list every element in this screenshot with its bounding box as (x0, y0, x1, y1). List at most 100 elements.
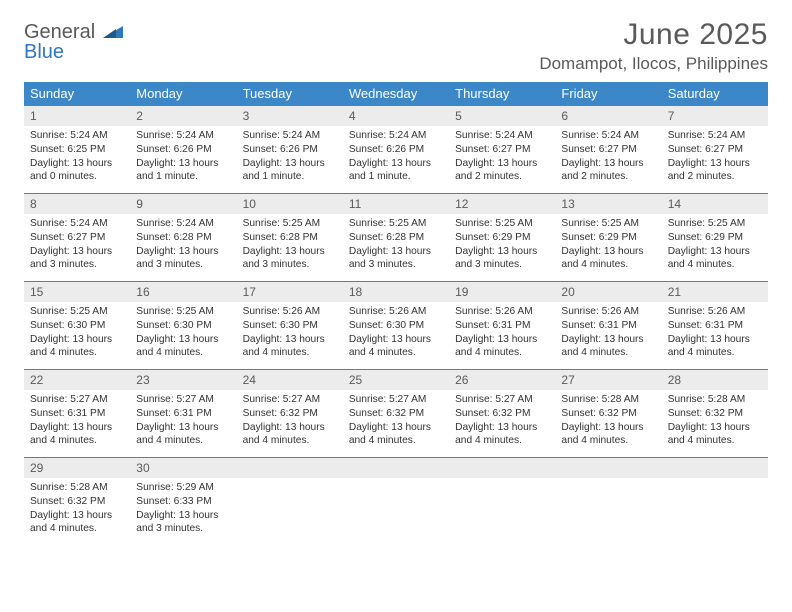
sunset-line: Sunset: 6:32 PM (561, 407, 655, 421)
day-number: 2 (130, 106, 236, 126)
day-details: Sunrise: 5:28 AMSunset: 6:32 PMDaylight:… (555, 390, 661, 456)
daylight-line: Daylight: 13 hours and 4 minutes. (243, 421, 337, 449)
daylight-line: Daylight: 13 hours and 2 minutes. (668, 157, 762, 185)
daylight-line: Daylight: 13 hours and 1 minute. (136, 157, 230, 185)
daylight-line: Daylight: 13 hours and 4 minutes. (349, 333, 443, 361)
sunset-line: Sunset: 6:27 PM (561, 143, 655, 157)
sunrise-line: Sunrise: 5:24 AM (349, 129, 443, 143)
daylight-line: Daylight: 13 hours and 4 minutes. (668, 333, 762, 361)
day-details: Sunrise: 5:26 AMSunset: 6:30 PMDaylight:… (343, 302, 449, 368)
day-cell: 20Sunrise: 5:26 AMSunset: 6:31 PMDayligh… (555, 282, 661, 370)
daylight-line: Daylight: 13 hours and 4 minutes. (243, 333, 337, 361)
sunrise-line: Sunrise: 5:24 AM (455, 129, 549, 143)
day-number: 14 (662, 194, 768, 214)
sunrise-line: Sunrise: 5:27 AM (30, 393, 124, 407)
sunrise-line: Sunrise: 5:28 AM (561, 393, 655, 407)
daylight-line: Daylight: 13 hours and 4 minutes. (668, 245, 762, 273)
day-number: 20 (555, 282, 661, 302)
day-number (343, 458, 449, 478)
weekday-header: Saturday (662, 82, 768, 106)
day-cell: 15Sunrise: 5:25 AMSunset: 6:30 PMDayligh… (24, 282, 130, 370)
sunset-line: Sunset: 6:32 PM (455, 407, 549, 421)
day-cell: 30Sunrise: 5:29 AMSunset: 6:33 PMDayligh… (130, 458, 236, 546)
day-cell: 27Sunrise: 5:28 AMSunset: 6:32 PMDayligh… (555, 370, 661, 458)
daylight-line: Daylight: 13 hours and 3 minutes. (136, 509, 230, 537)
day-number: 29 (24, 458, 130, 478)
brand-logo: General Blue (24, 22, 123, 62)
day-number (449, 458, 555, 478)
day-details: Sunrise: 5:24 AMSunset: 6:27 PMDaylight:… (662, 126, 768, 192)
title-block: June 2025 Domampot, Ilocos, Philippines (539, 18, 768, 74)
day-number: 7 (662, 106, 768, 126)
day-cell: 22Sunrise: 5:27 AMSunset: 6:31 PMDayligh… (24, 370, 130, 458)
day-number: 30 (130, 458, 236, 478)
day-number: 17 (237, 282, 343, 302)
sunrise-line: Sunrise: 5:24 AM (136, 129, 230, 143)
day-details: Sunrise: 5:26 AMSunset: 6:31 PMDaylight:… (555, 302, 661, 368)
day-number: 3 (237, 106, 343, 126)
day-number: 27 (555, 370, 661, 390)
sunset-line: Sunset: 6:33 PM (136, 495, 230, 509)
sunset-line: Sunset: 6:28 PM (136, 231, 230, 245)
day-number: 12 (449, 194, 555, 214)
sunrise-line: Sunrise: 5:27 AM (243, 393, 337, 407)
brand-top: General (24, 21, 95, 43)
day-number: 24 (237, 370, 343, 390)
day-number: 19 (449, 282, 555, 302)
sunset-line: Sunset: 6:29 PM (561, 231, 655, 245)
week-row: 8Sunrise: 5:24 AMSunset: 6:27 PMDaylight… (24, 194, 768, 282)
day-number: 18 (343, 282, 449, 302)
sunset-line: Sunset: 6:26 PM (136, 143, 230, 157)
sunrise-line: Sunrise: 5:25 AM (30, 305, 124, 319)
day-number: 23 (130, 370, 236, 390)
sunrise-line: Sunrise: 5:28 AM (30, 481, 124, 495)
day-cell: 11Sunrise: 5:25 AMSunset: 6:28 PMDayligh… (343, 194, 449, 282)
day-cell: 4Sunrise: 5:24 AMSunset: 6:26 PMDaylight… (343, 106, 449, 194)
sunrise-line: Sunrise: 5:29 AM (136, 481, 230, 495)
day-details: Sunrise: 5:24 AMSunset: 6:26 PMDaylight:… (130, 126, 236, 192)
day-cell: 9Sunrise: 5:24 AMSunset: 6:28 PMDaylight… (130, 194, 236, 282)
day-number (662, 458, 768, 478)
sunset-line: Sunset: 6:31 PM (668, 319, 762, 333)
day-details: Sunrise: 5:25 AMSunset: 6:30 PMDaylight:… (24, 302, 130, 368)
day-details: Sunrise: 5:24 AMSunset: 6:25 PMDaylight:… (24, 126, 130, 192)
day-details: Sunrise: 5:27 AMSunset: 6:31 PMDaylight:… (24, 390, 130, 456)
daylight-line: Daylight: 13 hours and 1 minute. (243, 157, 337, 185)
day-cell: 16Sunrise: 5:25 AMSunset: 6:30 PMDayligh… (130, 282, 236, 370)
day-number: 16 (130, 282, 236, 302)
calendar-page: General Blue June 2025 Domampot, Ilocos,… (0, 0, 792, 556)
month-title: June 2025 (539, 18, 768, 52)
day-cell (662, 458, 768, 546)
day-cell: 29Sunrise: 5:28 AMSunset: 6:32 PMDayligh… (24, 458, 130, 546)
sunset-line: Sunset: 6:29 PM (668, 231, 762, 245)
day-cell: 18Sunrise: 5:26 AMSunset: 6:30 PMDayligh… (343, 282, 449, 370)
location-subtitle: Domampot, Ilocos, Philippines (539, 54, 768, 74)
sunset-line: Sunset: 6:30 PM (136, 319, 230, 333)
daylight-line: Daylight: 13 hours and 2 minutes. (455, 157, 549, 185)
sunset-line: Sunset: 6:27 PM (455, 143, 549, 157)
day-cell: 23Sunrise: 5:27 AMSunset: 6:31 PMDayligh… (130, 370, 236, 458)
day-details: Sunrise: 5:25 AMSunset: 6:29 PMDaylight:… (662, 214, 768, 280)
day-number: 28 (662, 370, 768, 390)
daylight-line: Daylight: 13 hours and 4 minutes. (668, 421, 762, 449)
day-details: Sunrise: 5:25 AMSunset: 6:28 PMDaylight:… (237, 214, 343, 280)
weekday-header: Sunday (24, 82, 130, 106)
week-row: 1Sunrise: 5:24 AMSunset: 6:25 PMDaylight… (24, 106, 768, 194)
day-cell: 13Sunrise: 5:25 AMSunset: 6:29 PMDayligh… (555, 194, 661, 282)
day-cell: 6Sunrise: 5:24 AMSunset: 6:27 PMDaylight… (555, 106, 661, 194)
daylight-line: Daylight: 13 hours and 4 minutes. (455, 421, 549, 449)
daylight-line: Daylight: 13 hours and 4 minutes. (455, 333, 549, 361)
day-cell: 5Sunrise: 5:24 AMSunset: 6:27 PMDaylight… (449, 106, 555, 194)
sunset-line: Sunset: 6:27 PM (30, 231, 124, 245)
day-cell: 14Sunrise: 5:25 AMSunset: 6:29 PMDayligh… (662, 194, 768, 282)
day-details: Sunrise: 5:24 AMSunset: 6:28 PMDaylight:… (130, 214, 236, 280)
day-details: Sunrise: 5:29 AMSunset: 6:33 PMDaylight:… (130, 478, 236, 544)
sunrise-line: Sunrise: 5:26 AM (455, 305, 549, 319)
day-cell (237, 458, 343, 546)
sunrise-line: Sunrise: 5:24 AM (30, 217, 124, 231)
weekday-header: Tuesday (237, 82, 343, 106)
day-details: Sunrise: 5:24 AMSunset: 6:26 PMDaylight:… (343, 126, 449, 192)
sunrise-line: Sunrise: 5:26 AM (243, 305, 337, 319)
sunrise-line: Sunrise: 5:25 AM (455, 217, 549, 231)
daylight-line: Daylight: 13 hours and 3 minutes. (30, 245, 124, 273)
